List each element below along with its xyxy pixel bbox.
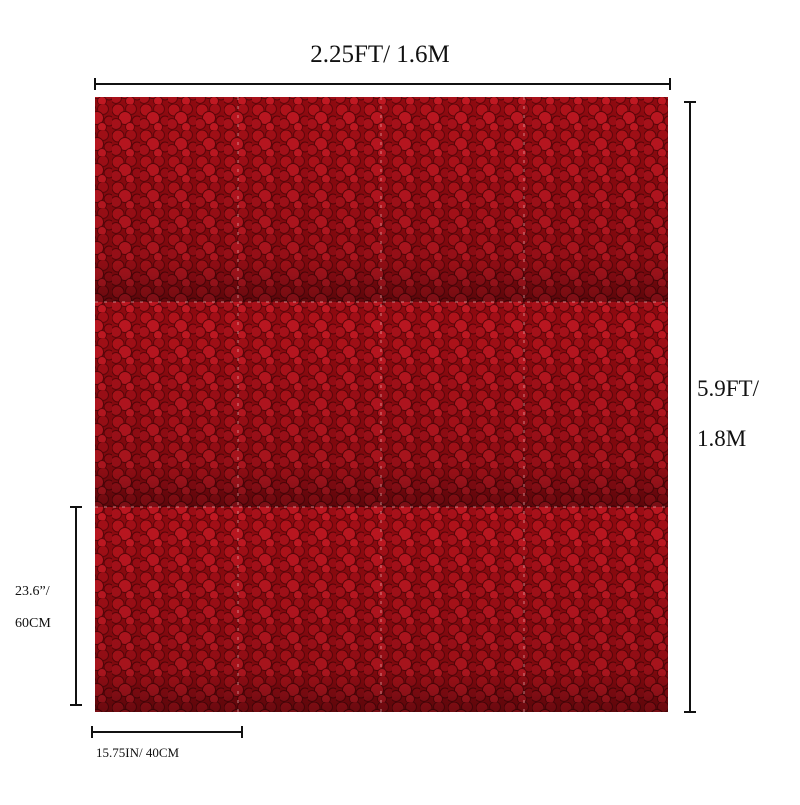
width-label: 2.25FT/ 1.6M bbox=[310, 41, 450, 68]
panel-height-dimension: 23.6”/ 60CM bbox=[15, 506, 82, 706]
height-label: 1.8M bbox=[697, 426, 746, 451]
panel-height-label: 23.6”/ bbox=[15, 584, 50, 599]
flower-wall bbox=[95, 97, 668, 712]
panel-shading bbox=[95, 97, 668, 712]
panel-seams bbox=[95, 97, 668, 712]
panel-width-label: 15.75IN/ 40CM bbox=[96, 745, 180, 760]
width-dimension: 2.25FT/ 1.6M bbox=[94, 41, 671, 90]
panel-height-label: 60CM bbox=[15, 616, 51, 631]
height-dimension: 5.9FT/ 1.8M bbox=[684, 101, 760, 713]
panel-width-dimension: 15.75IN/ 40CM bbox=[91, 726, 243, 760]
height-label: 5.9FT/ bbox=[697, 376, 760, 401]
